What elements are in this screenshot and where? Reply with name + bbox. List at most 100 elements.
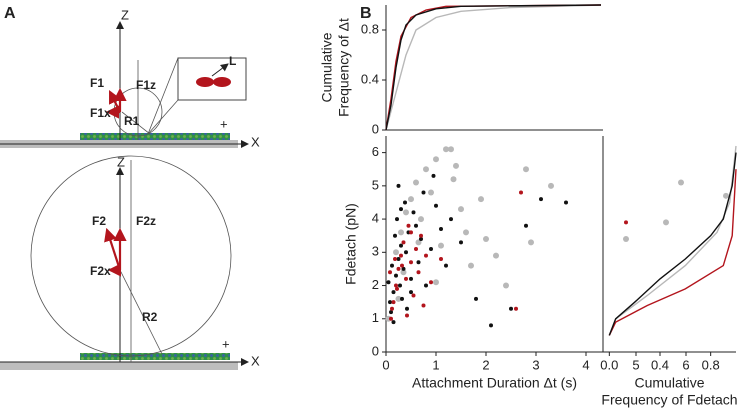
point bbox=[433, 156, 439, 163]
x-tick-label: 4 bbox=[582, 357, 589, 372]
point bbox=[624, 220, 628, 225]
point bbox=[399, 207, 403, 212]
point bbox=[424, 253, 428, 258]
point bbox=[468, 262, 474, 269]
filament bbox=[80, 133, 230, 140]
point bbox=[388, 300, 392, 305]
force bbox=[109, 90, 121, 113]
point bbox=[509, 306, 513, 311]
y-tick-label: 0 bbox=[372, 343, 379, 358]
motor-head bbox=[213, 77, 231, 87]
point bbox=[386, 280, 391, 285]
point bbox=[489, 323, 493, 328]
point bbox=[423, 166, 429, 173]
y-tick-label: 2 bbox=[372, 277, 379, 292]
point bbox=[395, 295, 402, 302]
point bbox=[524, 223, 528, 228]
point bbox=[439, 256, 443, 261]
curve bbox=[385, 4, 602, 131]
point bbox=[409, 290, 413, 295]
point bbox=[390, 263, 394, 268]
point bbox=[459, 240, 463, 245]
point bbox=[391, 290, 396, 295]
point bbox=[439, 227, 443, 232]
diagram-top: Z X + F1 F1z F1x R1 L bbox=[0, 7, 260, 149]
y-tick-label: 0.8 bbox=[361, 21, 379, 36]
point bbox=[399, 253, 403, 258]
x-tick-label: 3 bbox=[532, 357, 539, 372]
point bbox=[396, 183, 401, 188]
filament bbox=[80, 353, 230, 360]
panel-label: A bbox=[4, 5, 16, 22]
y-tick-label: 4 bbox=[372, 211, 379, 226]
y-axis-label: Frequency of Δt bbox=[336, 18, 352, 117]
y-axis-label: Fdetach (pN) bbox=[343, 203, 359, 285]
point bbox=[450, 176, 457, 183]
y-tick-label: 6 bbox=[372, 144, 379, 159]
point bbox=[391, 300, 396, 305]
radius-label: R1 bbox=[124, 114, 140, 128]
point bbox=[478, 196, 484, 203]
point bbox=[723, 192, 729, 199]
point bbox=[393, 256, 397, 261]
point bbox=[449, 217, 453, 222]
point bbox=[663, 219, 669, 226]
curve bbox=[608, 152, 737, 336]
point bbox=[548, 182, 554, 189]
point bbox=[514, 306, 518, 311]
point bbox=[405, 306, 409, 311]
force-label: F2x bbox=[90, 264, 111, 278]
point bbox=[429, 246, 433, 251]
x-tick-label: 0 bbox=[382, 357, 389, 372]
x-axis-label: Frequency of Fdetach bbox=[601, 392, 737, 408]
point bbox=[443, 146, 449, 153]
y-tick-label: 1 bbox=[372, 310, 379, 325]
z-label: Z bbox=[121, 7, 129, 22]
point bbox=[493, 252, 499, 259]
point bbox=[474, 296, 478, 301]
point bbox=[623, 236, 629, 243]
force-label: F1z bbox=[136, 78, 156, 92]
point bbox=[424, 283, 428, 288]
point bbox=[438, 242, 444, 249]
point bbox=[398, 283, 402, 288]
point bbox=[415, 239, 422, 246]
point bbox=[388, 270, 392, 275]
point bbox=[409, 230, 413, 235]
point bbox=[429, 280, 433, 285]
x-tick-label: 2 bbox=[482, 357, 489, 372]
point bbox=[428, 189, 434, 196]
inset-line bbox=[147, 57, 179, 135]
point bbox=[564, 200, 568, 205]
point bbox=[403, 209, 409, 216]
point bbox=[414, 223, 418, 228]
point bbox=[434, 203, 438, 208]
point bbox=[404, 250, 408, 255]
point bbox=[408, 196, 414, 203]
y-tick-label: 0.4 bbox=[361, 71, 379, 86]
point bbox=[421, 190, 426, 195]
point bbox=[389, 310, 393, 315]
x-label: X bbox=[251, 134, 260, 149]
radius bbox=[121, 111, 151, 135]
point bbox=[396, 256, 401, 261]
point bbox=[393, 249, 399, 256]
motor-head bbox=[196, 77, 214, 87]
inset-label: L bbox=[229, 54, 236, 68]
z-label: Z bbox=[117, 154, 125, 169]
point bbox=[418, 216, 424, 223]
point bbox=[409, 276, 413, 281]
force-label: F1 bbox=[90, 76, 104, 90]
point bbox=[421, 303, 426, 308]
point bbox=[519, 190, 523, 195]
point bbox=[411, 210, 416, 215]
y-tick-label: 5 bbox=[372, 177, 379, 192]
point bbox=[539, 197, 543, 202]
point bbox=[458, 206, 464, 213]
x-axis-label: Cumulative bbox=[634, 375, 704, 391]
y-axis-label: Cumulative bbox=[319, 32, 335, 102]
point bbox=[398, 229, 404, 236]
plus: + bbox=[222, 336, 230, 351]
radius-label: R2 bbox=[142, 310, 158, 324]
